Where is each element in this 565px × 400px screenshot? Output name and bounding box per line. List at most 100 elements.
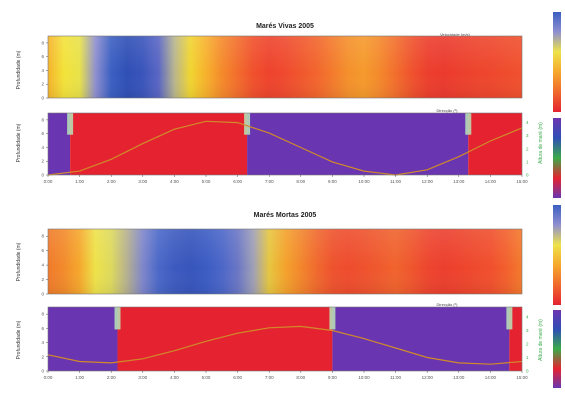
x-tick-label: 7:00 <box>265 375 274 380</box>
transition-patch <box>465 113 472 135</box>
right-tick-label: 4 <box>526 314 529 319</box>
direction-segment <box>247 113 469 175</box>
x-tick-label: 1:00 <box>75 179 84 184</box>
x-tick-label: 8:00 <box>296 179 305 184</box>
transition-patch <box>114 307 121 330</box>
y-axis-label-1: Profundidade (m) <box>16 50 22 89</box>
x-tick-label: 5:00 <box>202 375 211 380</box>
y-tick-label: 8 <box>41 40 44 45</box>
right-tick-label: 3 <box>526 133 529 138</box>
tide-height-line <box>47 325 523 365</box>
x-tick-label: 14:00 <box>485 375 497 380</box>
direction-segment <box>117 307 333 371</box>
x-tick-label: 11:00 <box>390 375 401 380</box>
direction-segment <box>468 113 522 175</box>
y-tick-label: 0 <box>41 96 44 101</box>
y-tick-label: 6 <box>41 131 44 136</box>
colorbar-direction <box>553 118 561 198</box>
colorbar-velocity <box>553 205 561 305</box>
right-axis-label-2: Altura de maré (m) <box>538 319 544 361</box>
panel-frame <box>47 306 523 372</box>
y-axis-label-4: Profundidade (m) <box>16 320 22 359</box>
right-tick-label: 1 <box>526 355 529 360</box>
transition-patch <box>67 113 74 135</box>
direction-segment <box>48 113 71 175</box>
colorbars-layer <box>553 12 561 388</box>
panel-2: 0 1 2 3 4 0 2 4 6 8 0:00 1:00 2:00 3:00 4:00 5:00 6:00 7:… <box>41 112 529 184</box>
y-tick-label: 4 <box>41 263 44 268</box>
right-tick-label: 0 <box>526 173 529 178</box>
direction-segment <box>48 307 118 371</box>
y-axis-label-2: Profundidade (m) <box>16 123 22 162</box>
transition-patch <box>244 113 251 135</box>
y-tick-label: 6 <box>41 326 44 331</box>
right-axis-label-1: Altura de maré (m) <box>538 122 544 164</box>
right-tick-label: 2 <box>526 146 529 151</box>
x-tick-label: 1:00 <box>75 375 84 380</box>
colorbar-direction <box>553 310 561 388</box>
y-tick-label: 8 <box>41 312 44 317</box>
y-tick-label: 2 <box>41 159 44 164</box>
right-tick-label: 0 <box>526 369 529 374</box>
panel-frame <box>47 112 523 176</box>
x-tick-label: 15:00 <box>516 375 528 380</box>
depth-shade <box>48 229 522 294</box>
x-tick-label: 6:00 <box>233 179 242 184</box>
direction-segment <box>332 307 510 371</box>
right-tick-label: 1 <box>526 159 529 164</box>
y-tick-label: 0 <box>41 173 44 178</box>
x-tick-label: 8:00 <box>296 375 305 380</box>
x-tick-label: 4:00 <box>170 179 179 184</box>
x-tick-label: 10:00 <box>358 375 370 380</box>
panel-title-vivas: Marés Vivas 2005 <box>256 23 314 30</box>
y-tick-label: 6 <box>41 248 44 253</box>
x-tick-label: 2:00 <box>107 375 116 380</box>
x-tick-label: 0:00 <box>44 375 53 380</box>
x-tick-label: 12:00 <box>422 375 434 380</box>
y-tick-label: 8 <box>41 234 44 239</box>
x-tick-label: 9:00 <box>328 375 337 380</box>
panel-frame <box>47 228 523 295</box>
y-tick-label: 2 <box>41 82 44 87</box>
x-tick-label: 15:00 <box>516 179 528 184</box>
x-tick-label: 4:00 <box>170 375 179 380</box>
direction-segment <box>70 113 248 175</box>
panel-4: 0 1 2 3 4 0 2 4 6 8 0:00 1:00 2:00 3:00 4:00 5:00 6:00 7:… <box>41 306 529 380</box>
direction-label-1: Direcção (º) <box>436 108 458 113</box>
x-tick-label: 7:00 <box>265 179 274 184</box>
transition-patch <box>506 307 513 330</box>
direction-label-2: Direcção (º) <box>436 302 458 307</box>
right-tick-label: 2 <box>526 341 529 346</box>
y-tick-label: 6 <box>41 54 44 59</box>
y-tick-label: 4 <box>41 145 44 150</box>
right-tick-label: 3 <box>526 328 529 333</box>
x-tick-label: 5:00 <box>202 179 211 184</box>
x-tick-label: 11:00 <box>390 179 401 184</box>
y-axis-label-3: Profundidade (m) <box>16 242 22 281</box>
transition-patch <box>329 307 336 330</box>
right-tick-label: 4 <box>526 120 529 125</box>
y-tick-label: 2 <box>41 277 44 282</box>
x-tick-label: 10:00 <box>358 179 370 184</box>
x-tick-label: 14:00 <box>485 179 497 184</box>
x-tick-label: 9:00 <box>328 179 337 184</box>
x-tick-label: 0:00 <box>44 179 53 184</box>
y-tick-label: 0 <box>41 292 44 297</box>
y-tick-label: 0 <box>41 369 44 374</box>
x-tick-label: 12:00 <box>422 179 434 184</box>
x-tick-label: 6:00 <box>233 375 242 380</box>
y-tick-label: 4 <box>41 340 44 345</box>
y-tick-label: 8 <box>41 117 44 122</box>
depth-shade <box>48 36 522 98</box>
panels-layer: 0 2 4 6 8 0 1 2 3 4 0 2 4 6 8 0:00 1:00 2:00 3:00 4:00 5:00 6… <box>41 35 529 380</box>
panel-1: 0 2 4 6 8 <box>41 35 523 101</box>
panel-3: 0 2 4 6 8 <box>41 228 523 297</box>
panel-frame <box>47 35 523 99</box>
panel-title-mortas: Marés Mortas 2005 <box>254 212 317 219</box>
y-tick-label: 4 <box>41 68 44 73</box>
y-tick-label: 2 <box>41 354 44 359</box>
x-tick-label: 2:00 <box>107 179 116 184</box>
direction-segment <box>509 307 522 371</box>
tide-height-line <box>47 120 523 176</box>
